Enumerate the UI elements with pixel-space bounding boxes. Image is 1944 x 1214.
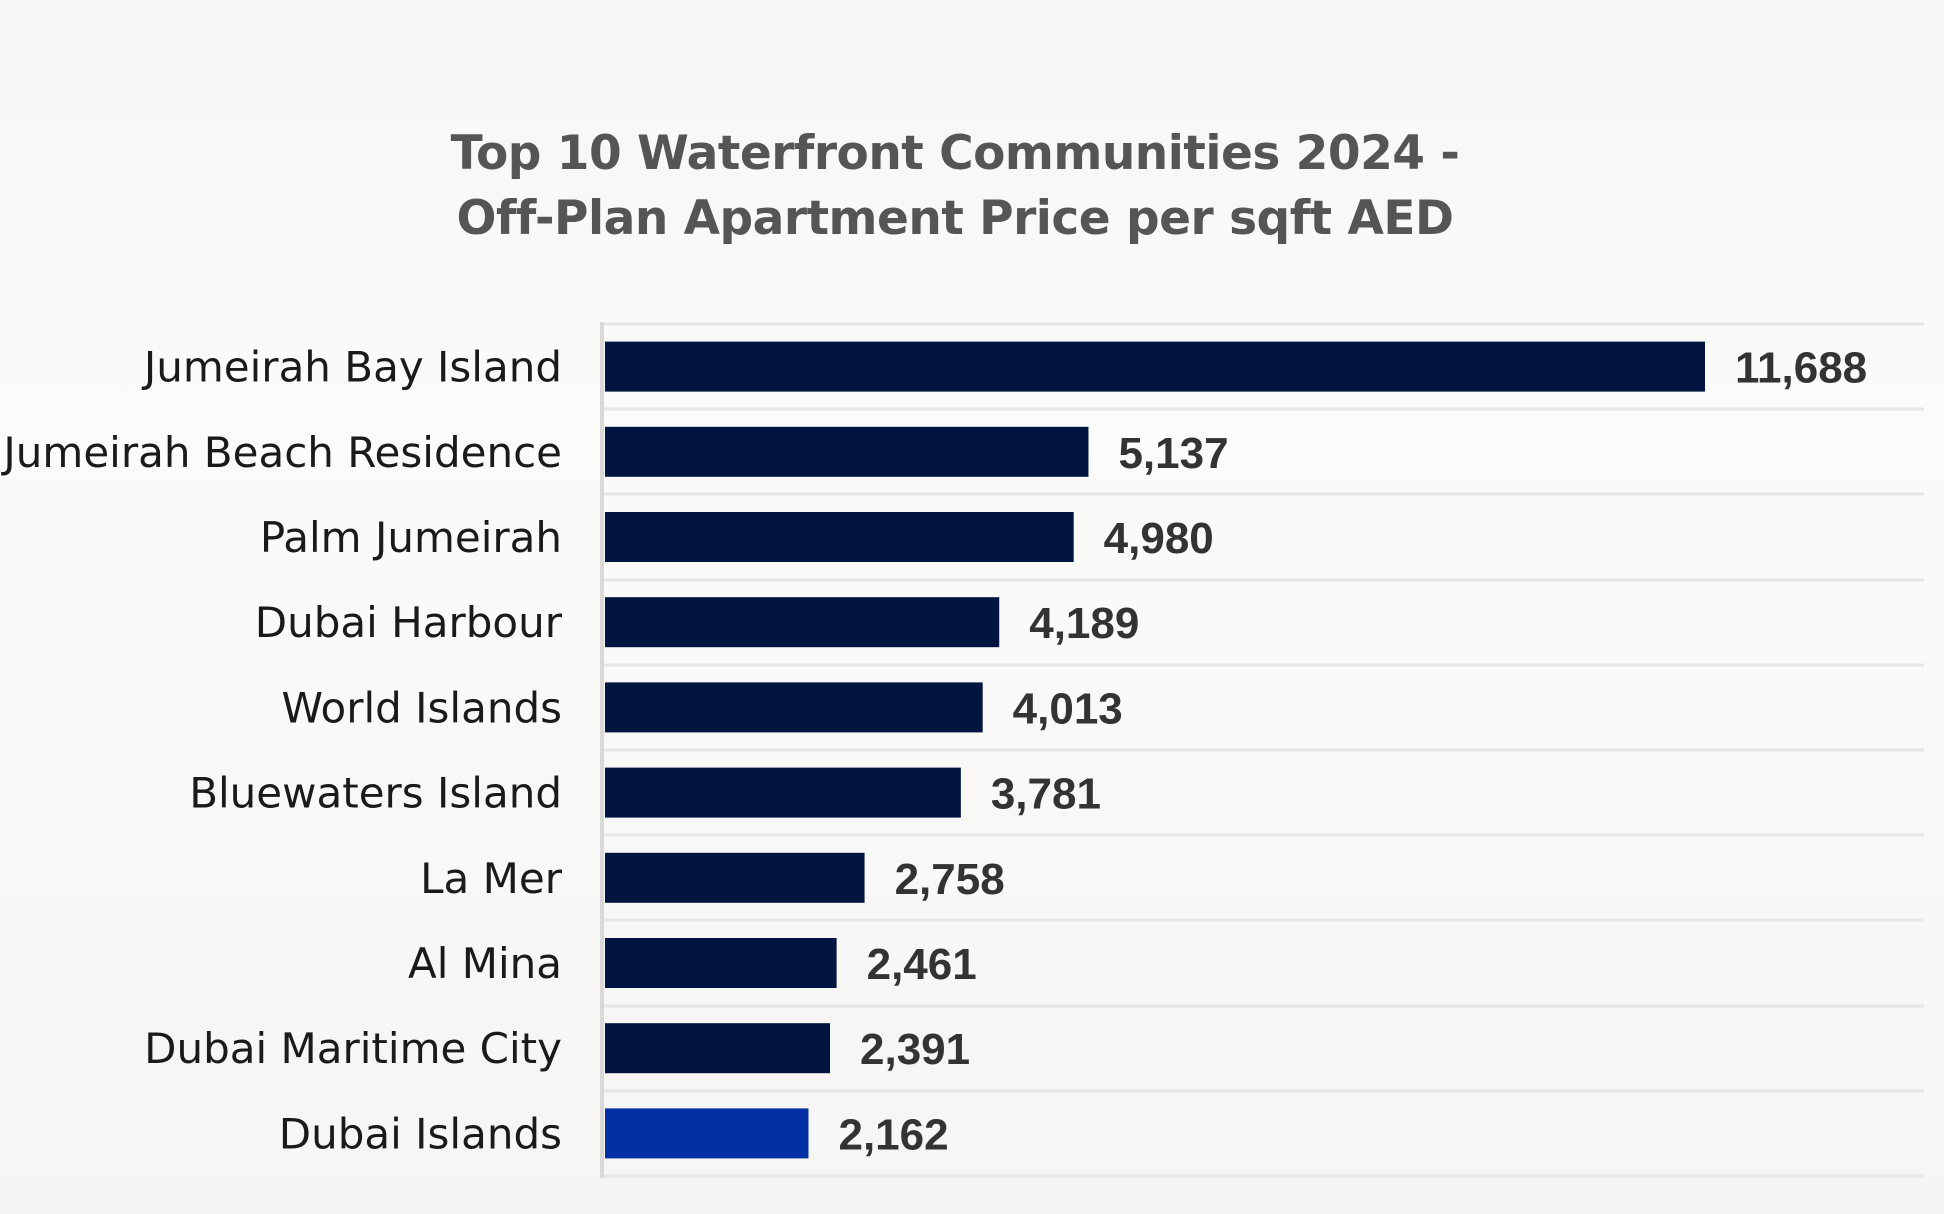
bar-al-mina	[605, 938, 837, 988]
value-label: 4,013	[1013, 684, 1123, 733]
bar-jumeirah-beach-residence	[605, 426, 1089, 477]
value-label: 5,137	[1118, 429, 1228, 478]
value-label: 4,189	[1029, 599, 1139, 648]
category-label: Jumeirah Beach Residence	[0, 428, 562, 477]
category-label: Jumeirah Bay Island	[141, 343, 562, 392]
chart-title-line-1: Top 10 Waterfront Communities 2024 -	[450, 126, 1460, 181]
bar-dubai-islands	[605, 1108, 809, 1159]
bar-bluewaters-island	[605, 767, 961, 818]
bar-dubai-harbour	[605, 597, 1000, 648]
category-label: Bluewaters Island	[189, 769, 562, 818]
bar-la-mer	[605, 852, 865, 903]
value-label: 2,162	[838, 1110, 948, 1159]
value-label: 4,980	[1104, 514, 1214, 563]
value-label: 2,461	[867, 940, 977, 989]
bar-palm-jumeirah	[605, 512, 1074, 562]
chart-title-line-2: Off-Plan Apartment Price per sqft AED	[456, 191, 1454, 246]
value-label: 11,688	[1735, 344, 1867, 393]
category-label: Dubai Harbour	[255, 598, 563, 647]
value-label: 3,781	[991, 770, 1101, 819]
category-label: Al Mina	[408, 939, 562, 988]
category-label: Dubai Islands	[279, 1109, 562, 1158]
category-label: World Islands	[281, 683, 562, 732]
value-label: 2,391	[860, 1025, 970, 1074]
category-label: La Mer	[420, 854, 563, 903]
value-label: 2,758	[895, 855, 1005, 904]
category-label: Dubai Maritime City	[144, 1024, 562, 1073]
category-label: Palm Jumeirah	[260, 513, 562, 562]
bar-dubai-maritime-city	[605, 1023, 831, 1074]
bar-jumeirah-bay-island	[605, 341, 1705, 392]
bar-world-islands	[605, 682, 983, 733]
